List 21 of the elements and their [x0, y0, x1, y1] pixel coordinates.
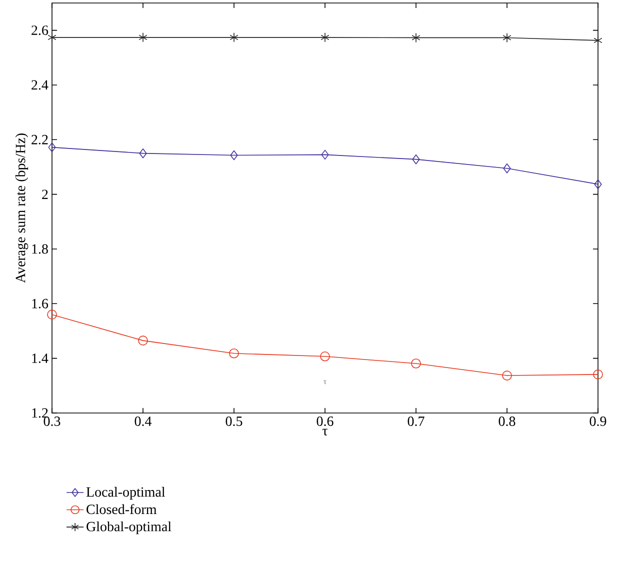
legend-label: Closed-form [86, 504, 157, 514]
x-tick-label: 0.7 [408, 416, 424, 426]
x-tick-label: 0.9 [590, 416, 606, 426]
y-axis-title: Average sum rate (bps/Hz) [15, 134, 28, 283]
y-tick-label: 1.4 [32, 354, 48, 364]
legend-label: Local-optimal [86, 486, 166, 500]
x-axis-title: τ [322, 428, 328, 436]
x-tick-label: 0.4 [134, 416, 152, 426]
x-tick-label: 0.6 [316, 416, 334, 426]
y-tick-label: 2 [42, 190, 48, 199]
y-tick-label: 1.6 [32, 298, 48, 308]
legend-label: Global-optimal [86, 521, 172, 534]
y-tick-label: 1.8 [32, 244, 48, 254]
x-tick-label: 0.8 [498, 416, 516, 426]
annotation: τ [324, 380, 326, 384]
y-tick-label: 2.4 [32, 80, 48, 90]
x-tick-label: 0.3 [44, 416, 60, 426]
y-tick-label: 1.2 [32, 408, 48, 418]
x-tick-label: 0.5 [226, 416, 242, 426]
y-tick-label: 2.2 [32, 134, 48, 144]
y-tick-label: 2.6 [32, 26, 48, 36]
